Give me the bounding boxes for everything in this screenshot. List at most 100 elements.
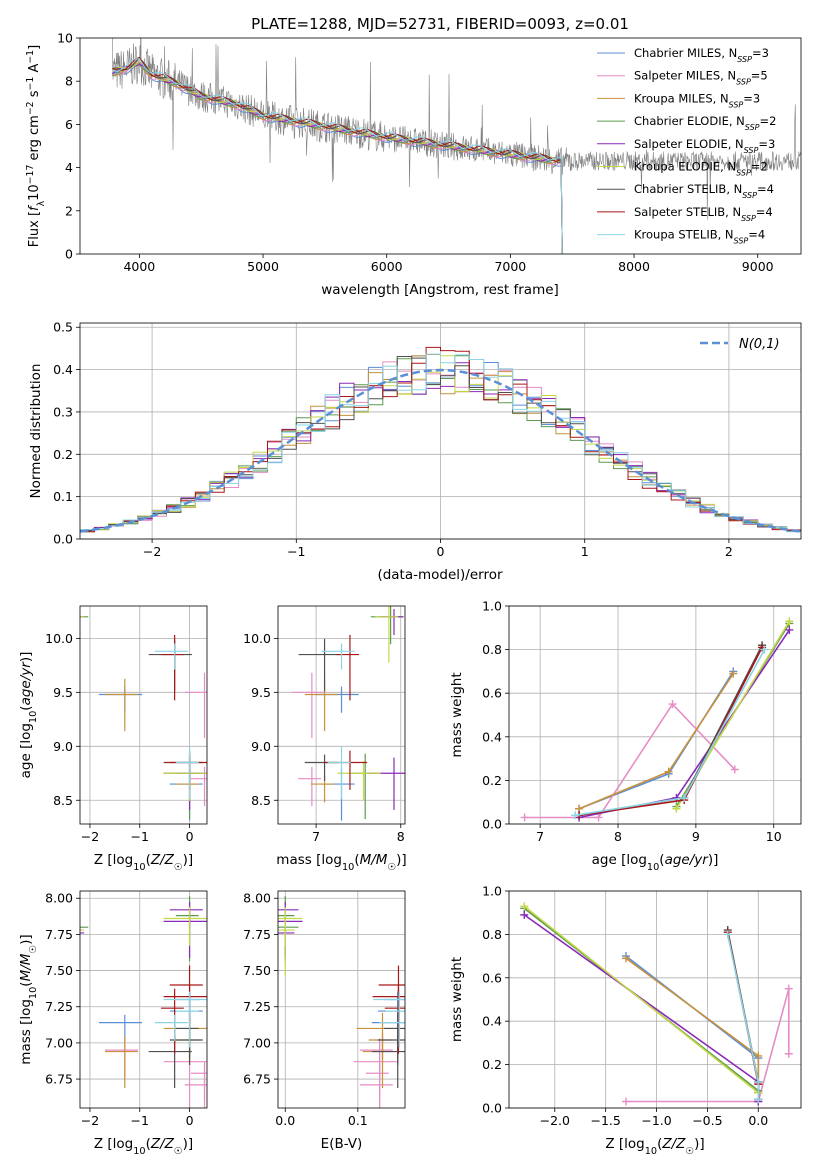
x-tick-label: 0.0: [748, 1113, 768, 1128]
y-tick-label: 7.75: [243, 927, 271, 942]
weight-line: [523, 914, 760, 1102]
y-tick-label: 7.50: [243, 963, 271, 978]
x-tick-label: −1: [131, 1113, 149, 1128]
y-tick-label: 1.0: [482, 599, 502, 614]
x-tick-label: 1: [581, 544, 589, 559]
x-axis-label: age [log10(age/yr)]: [592, 852, 719, 873]
y-tick-label: 8.00: [243, 891, 271, 906]
x-tick-label: 7: [312, 829, 320, 844]
y-tick-label: 0.6: [482, 970, 502, 985]
x-axis-label: wavelength [Angstrom, rest frame]: [321, 282, 559, 298]
y-tick-label: 0.6: [482, 686, 502, 701]
weight-line: [523, 905, 759, 1094]
weight-vs-metallicity-panel: −2.0 −1.5 −1.0 −0.5 0.0 0.0 0.2 0.4 0.6 0.8 1.0 Z […: [449, 884, 802, 1157]
weight-line: [575, 649, 766, 817]
weight-marker: [784, 984, 793, 993]
y-tick-label: 7.00: [243, 1035, 271, 1050]
y-axis-label: mass weight: [449, 672, 465, 757]
plot-area: [80, 346, 801, 533]
plot-area: [80, 616, 207, 821]
x-tick-label: −0.5: [692, 1113, 722, 1128]
y-tick-label: 6.75: [243, 1072, 271, 1087]
y-tick-label: 7.50: [45, 963, 73, 978]
y-tick-label: 0: [65, 247, 73, 262]
weight-marker: [520, 902, 529, 911]
y-tick-label: 0.4: [482, 729, 502, 744]
x-axis-label: Z [log10(Z/Z☉)]: [94, 1136, 193, 1157]
y-tick-label: 0.4: [53, 362, 73, 377]
x-tick-label: 7: [536, 829, 544, 844]
axes-frame: [79, 605, 208, 825]
y-tick-label: 0.5: [53, 320, 73, 335]
y-tick-label: 0.4: [482, 1014, 502, 1029]
x-tick-label: −1: [131, 829, 149, 844]
y-tick-label: 7.25: [45, 999, 73, 1014]
y-tick-label: 7.75: [45, 927, 73, 942]
axes-frame: [79, 37, 802, 255]
weight-marker: [784, 1049, 793, 1058]
weight-marker: [622, 954, 631, 963]
weight-line: [524, 702, 736, 819]
y-tick-label: 0.8: [482, 927, 502, 942]
model-spectrum-line: [112, 57, 563, 254]
weight-marker: [520, 813, 529, 822]
x-tick-label: 0: [437, 544, 445, 559]
x-tick-label: 0.1: [348, 1113, 368, 1128]
y-tick-label: 9.5: [53, 685, 73, 700]
model-spectrum-line: [112, 58, 563, 254]
mass-vs-extinction-panel: 0.0 0.1 6.75 7.00 7.25 7.50 7.75 8.00 E(B-V): [243, 890, 406, 1152]
y-axis-label: Normed distribution: [28, 364, 44, 499]
legend-label: N(0,1): [739, 337, 780, 352]
weight-marker: [680, 793, 689, 802]
age-vs-metallicity-panel: −2 −1 0 8.5 9.0 9.5 10.0 Z [log10(Z/Z☉)] age [lo…: [18, 605, 208, 873]
y-tick-label: 1.0: [482, 884, 502, 899]
weight-line: [578, 670, 734, 810]
y-tick-label: 10.0: [243, 631, 271, 646]
x-tick-label: 8: [614, 829, 622, 844]
y-axis-label: age [log10(age/yr)]: [18, 652, 39, 779]
y-tick-label: 0.2: [482, 1057, 502, 1072]
plot-area: [278, 896, 405, 1108]
x-tick-label: 6000: [371, 259, 403, 274]
normal-curve: [80, 368, 801, 533]
axes-frame: [508, 605, 802, 825]
y-tick-label: 8.5: [251, 793, 271, 808]
y-tick-label: 2: [65, 203, 73, 218]
x-axis-label: mass [log10(M/M☉)]: [276, 852, 406, 873]
x-tick-label: 4000: [123, 259, 155, 274]
weight-line: [625, 957, 760, 1093]
y-tick-label: 6: [65, 117, 73, 132]
x-axis-label: (data-model)/error: [377, 567, 503, 583]
x-tick-label: 9000: [742, 259, 774, 274]
y-tick-label: 0.2: [53, 447, 73, 462]
plot-area: [80, 896, 207, 1108]
spectrum-panel: 4000 5000 6000 7000 8000 9000 0 2 4 6 8 10 wavelengt…: [25, 31, 802, 298]
y-axis-label: mass weight: [449, 957, 465, 1042]
weight-marker: [594, 813, 603, 822]
x-tick-label: 2: [725, 544, 733, 559]
observed-spectrum: [112, 38, 801, 220]
weight-marker: [785, 617, 794, 626]
x-tick-label: −2: [81, 1113, 99, 1128]
weight-marker: [760, 645, 769, 654]
y-axis-label: mass [log10(M/M☉)]: [18, 934, 39, 1064]
weight-marker: [754, 1051, 763, 1060]
weight-line: [578, 629, 790, 819]
residual-histogram: [80, 362, 801, 532]
legend-label: Chabrier ELODIE, NSSP=2: [634, 114, 776, 132]
y-tick-label: 0.3: [53, 404, 73, 419]
plot-area: [111, 38, 801, 254]
weight-line: [625, 955, 760, 1093]
x-tick-label: −1: [287, 544, 305, 559]
y-tick-label: 4: [65, 160, 73, 175]
plot-area: [292, 606, 405, 821]
legend-label: Kroupa ELODIE, NSSP=2: [634, 160, 768, 178]
weight-marker: [668, 700, 677, 709]
y-tick-label: 9.0: [251, 739, 271, 754]
weight-line: [726, 934, 760, 1100]
legend-label: Kroupa MILES, NSSP=3: [634, 91, 760, 109]
residuals-panel: −2 −1 0 1 2 0.0 0.1 0.2 0.3 0.4 0.5 (data-model)/er…: [28, 320, 802, 583]
x-axis-label: Z [log10(Z/Z☉)]: [605, 1136, 704, 1157]
weight-line: [626, 988, 790, 1103]
